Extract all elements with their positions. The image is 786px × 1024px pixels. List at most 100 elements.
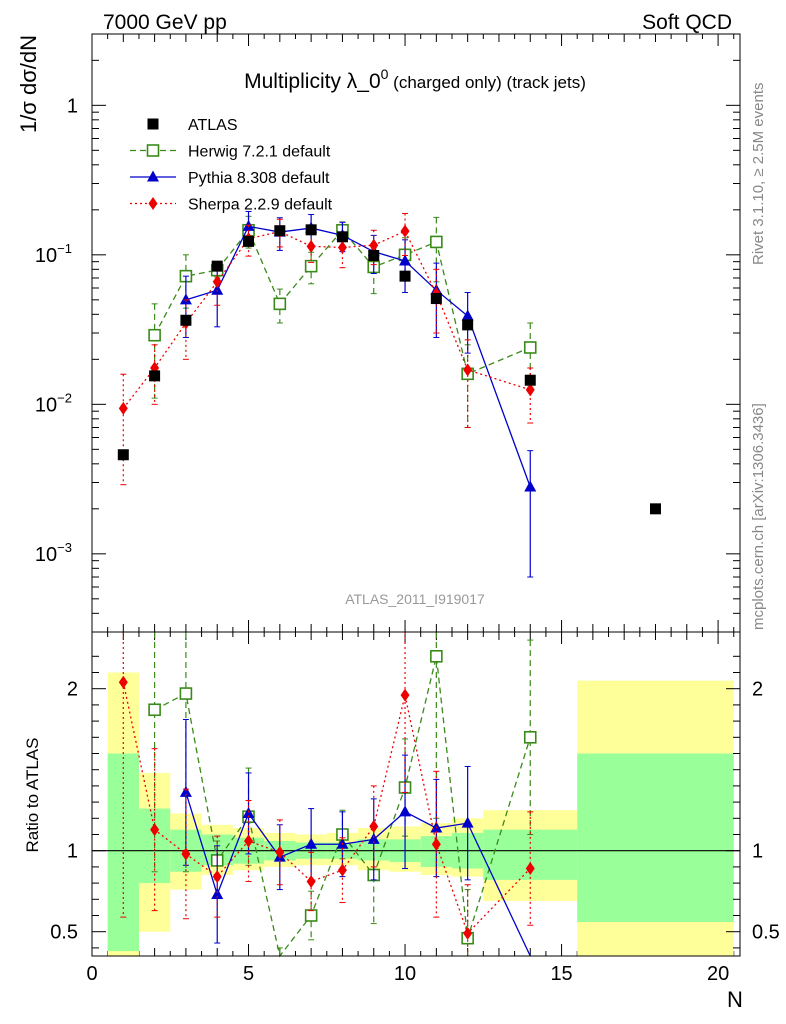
data-point xyxy=(463,926,473,940)
header-left: 7000 GeV pp xyxy=(103,11,227,34)
data-point xyxy=(211,260,223,272)
header-right: Soft QCD xyxy=(642,11,732,34)
series-line xyxy=(154,656,531,958)
legend-marker xyxy=(147,170,159,182)
y-tick-label: 10−3 xyxy=(35,540,72,566)
rivet-label: Rivet 3.1.10, ≥ 2.5M events xyxy=(750,83,767,266)
data-point xyxy=(400,224,410,238)
data-point xyxy=(462,319,474,331)
data-point xyxy=(305,837,318,849)
data-point xyxy=(118,675,128,689)
data-point xyxy=(399,805,412,817)
data-point xyxy=(523,730,537,744)
side-labels: Rivet 3.1.10, ≥ 2.5M events mcplots.cern… xyxy=(750,83,767,631)
data-point xyxy=(367,832,380,844)
watermark: ATLAS_2011_I919017 xyxy=(345,591,485,607)
data-point xyxy=(244,834,254,848)
legend-marker xyxy=(148,197,158,210)
main-panel: 10−3 10−2 10−1 1 1/σ dσ/dN Multiplicity λ_0… xyxy=(16,33,741,956)
data-point xyxy=(524,480,537,492)
data-point xyxy=(274,225,286,237)
legend: ATLAS Herwig 7.2.1 default Pythia 8.308 de… xyxy=(130,117,333,214)
y-tick-label: 1 xyxy=(67,95,78,117)
data-point xyxy=(211,887,224,899)
data-point xyxy=(524,374,536,386)
data-point xyxy=(212,870,222,884)
data-point xyxy=(430,649,443,663)
data-point xyxy=(369,238,379,252)
x-tick-label: 20 xyxy=(707,963,729,985)
data-point xyxy=(211,283,224,295)
data-point xyxy=(369,819,379,833)
ratio-y-tick-label: 0.5 xyxy=(50,922,78,944)
series-pythia-8-308-default xyxy=(179,210,537,578)
ratio-frame xyxy=(91,631,741,957)
data-point xyxy=(179,687,193,700)
y-tick-label: 10−2 xyxy=(35,390,72,416)
data-point xyxy=(306,874,316,888)
data-point xyxy=(399,254,412,266)
series-sherpa-2-2-9-default xyxy=(118,631,535,957)
data-point xyxy=(337,240,347,254)
x-tick-label: 15 xyxy=(550,963,572,985)
data-point xyxy=(118,401,128,415)
series-atlas xyxy=(117,224,661,515)
ratio-y-tick-label: 1 xyxy=(67,841,78,863)
legend-entry: ATLAS xyxy=(147,117,238,134)
legend-label: Pythia 8.308 default xyxy=(188,170,330,187)
title-tail: (charged only) (track jets) xyxy=(388,73,585,92)
series-line xyxy=(185,225,531,488)
data-point xyxy=(148,703,161,717)
data-point xyxy=(212,275,222,289)
data-point xyxy=(525,383,535,397)
data-point xyxy=(649,503,661,515)
data-point xyxy=(431,837,441,851)
data-point xyxy=(430,293,442,305)
legend-entry: Sherpa 2.2.9 default xyxy=(130,197,333,214)
x-tick-label: 0 xyxy=(86,963,97,985)
data-point xyxy=(400,688,410,702)
data-point xyxy=(304,259,318,273)
data-point xyxy=(179,785,192,797)
legend-label: Sherpa 2.2.9 default xyxy=(188,197,333,214)
data-point xyxy=(181,847,191,861)
data-point xyxy=(275,845,285,859)
data-point xyxy=(243,235,255,247)
data-point xyxy=(306,239,316,253)
data-point xyxy=(148,328,161,342)
ratio-panel: 0.5 0.51 12 20 5 10 15 20 Ratio to ATLAS N xyxy=(23,631,780,1012)
legend-marker xyxy=(147,118,159,130)
x-tick-label: 10 xyxy=(394,963,416,985)
data-point xyxy=(336,231,348,243)
legend-entry: Herwig 7.2.1 default xyxy=(130,144,331,161)
series-herwig-7-2-1-default xyxy=(148,631,537,958)
data-point xyxy=(463,363,473,377)
title-sup: 0 xyxy=(381,66,389,82)
ratio-y-tick-label-right: 0.5 xyxy=(752,922,780,944)
data-point xyxy=(150,823,160,837)
main-title: Multiplicity λ_00 (charged only) (track … xyxy=(244,66,586,93)
data-point xyxy=(461,816,474,828)
legend-label: ATLAS xyxy=(188,117,238,134)
data-point xyxy=(149,370,161,382)
data-point xyxy=(180,314,192,326)
series-sherpa-2-2-9-default xyxy=(118,212,535,486)
data-point xyxy=(525,862,535,876)
data-point xyxy=(461,309,474,321)
legend-label: Herwig 7.2.1 default xyxy=(188,144,331,161)
ratio-ylabel: Ratio to ATLAS xyxy=(23,738,42,853)
mcplots-label: mcplots.cern.ch [arXiv:1306.3436] xyxy=(750,403,767,630)
ratio-y-tick-label-right: 1 xyxy=(752,841,763,863)
data-point xyxy=(304,909,318,922)
x-tick-label: 5 xyxy=(243,963,254,985)
data-point xyxy=(337,863,347,877)
data-point xyxy=(523,341,537,354)
data-point xyxy=(368,249,380,261)
data-point xyxy=(399,270,411,282)
data-point xyxy=(430,235,443,249)
green-band xyxy=(577,753,734,922)
data-point xyxy=(273,297,287,311)
data-point xyxy=(179,293,192,305)
ratio-y-tick-label-right: 2 xyxy=(752,679,763,701)
